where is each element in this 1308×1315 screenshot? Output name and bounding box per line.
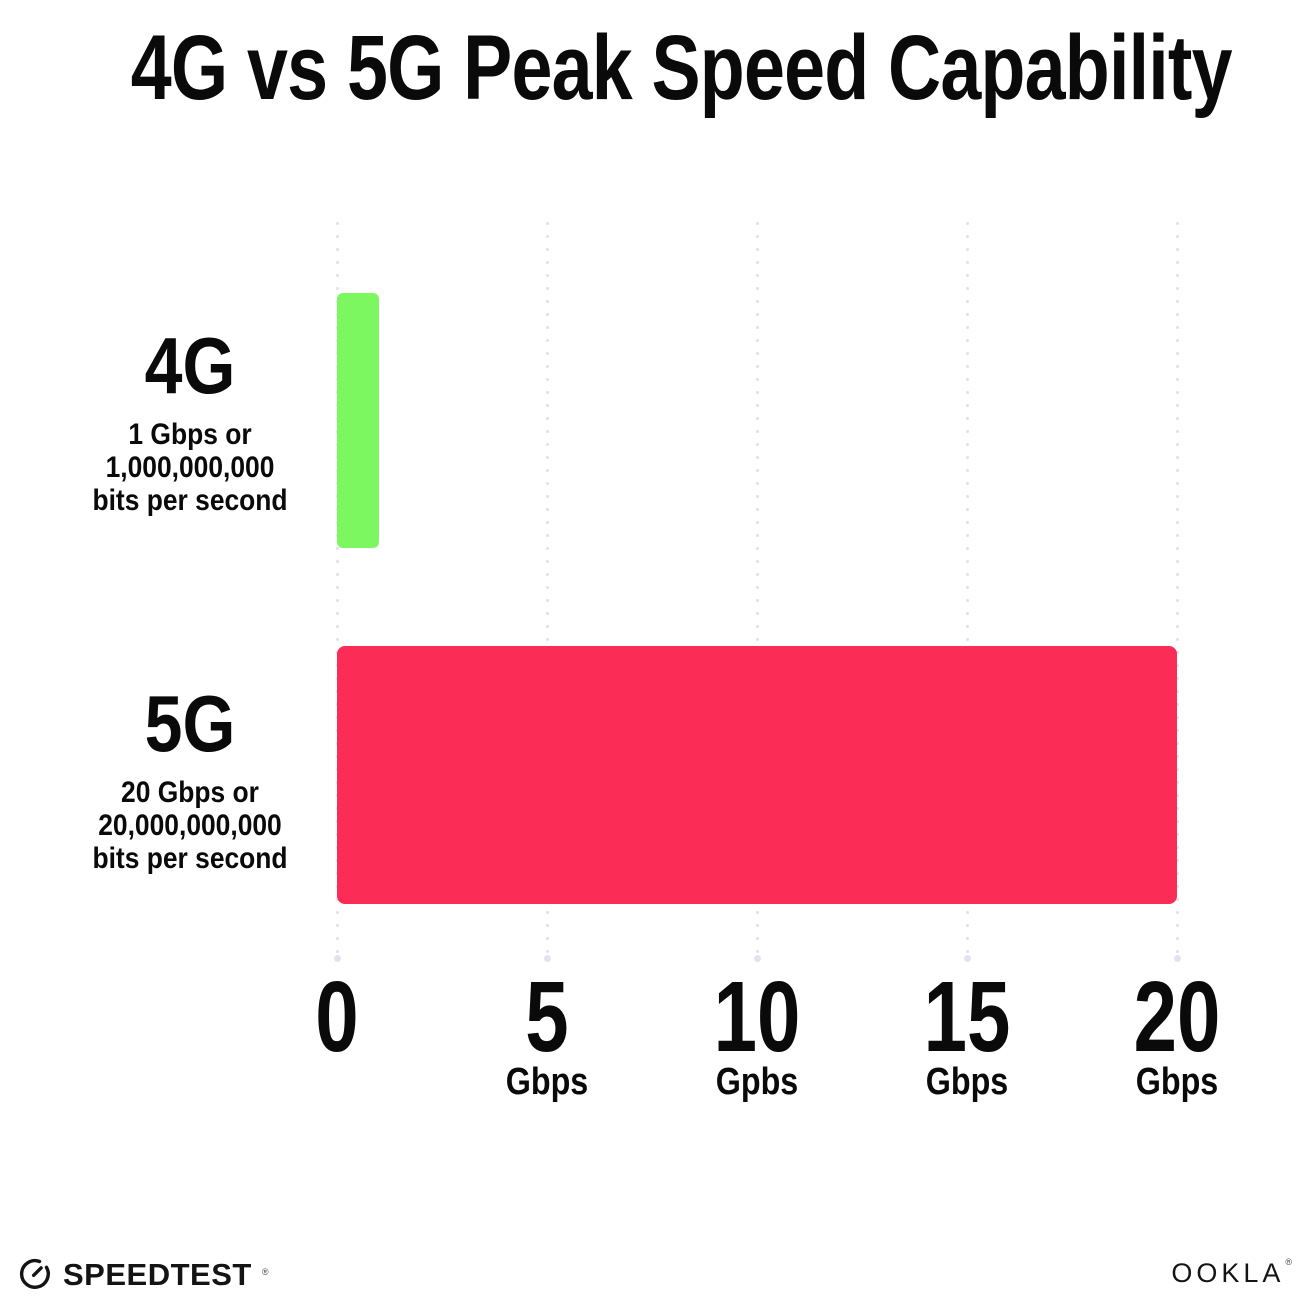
row-label-4g-sublabel: 1 Gbps or 1,000,000,000 bits per second	[92, 418, 288, 517]
x-tick-0-value: 0	[315, 961, 359, 1073]
speedtest-logo: SPEEDTEST ®	[16, 1254, 268, 1294]
row-label-4g-title: 4G	[144, 321, 236, 410]
gridline-20	[1173, 222, 1181, 962]
row-label-5g-title: 5G	[144, 679, 236, 768]
x-tick-5-unit: Gbps	[505, 1061, 589, 1103]
x-tick-15-unit: Gbps	[925, 1061, 1009, 1103]
speedtest-wordmark: SPEEDTEST	[63, 1256, 252, 1292]
x-tick-20: 20 Gbps	[1121, 967, 1232, 1101]
speedtest-trademark: ®	[261, 1266, 269, 1277]
x-tick-15: 15 Gbps	[911, 967, 1022, 1101]
x-tick-15-value: 15	[923, 961, 1011, 1073]
x-tick-5: 5 Gbps	[498, 967, 595, 1101]
gridline-5	[543, 222, 551, 962]
x-axis: 0 5 Gbps 10 Gpbs 15 Gbps 20 Gbps	[315, 967, 1220, 1127]
x-tick-0: 0	[309, 967, 365, 1067]
x-tick-10-unit: Gpbs	[715, 1061, 799, 1103]
ookla-trademark: ®	[1285, 1257, 1292, 1267]
speedtest-gauge-icon	[19, 1258, 50, 1289]
chart-title: 4G vs 5G Peak Speed Capability	[130, 17, 1233, 119]
ookla-logo: OOKLA ®	[1171, 1257, 1292, 1288]
row-label-4g: 4G 1 Gbps or 1,000,000,000 bits per seco…	[30, 321, 350, 518]
x-tick-10: 10 Gpbs	[701, 967, 812, 1101]
plot-area	[333, 222, 1181, 962]
x-tick-20-unit: Gbps	[1135, 1061, 1219, 1103]
x-tick-20-value: 20	[1133, 961, 1221, 1073]
ookla-wordmark: OOKLA	[1171, 1258, 1285, 1288]
row-label-5g: 5G 20 Gbps or 20,000,000,000 bits per se…	[30, 679, 350, 876]
row-label-5g-sublabel: 20 Gbps or 20,000,000,000 bits per secon…	[92, 776, 288, 875]
bar-4g	[337, 293, 379, 548]
bar-5g	[337, 646, 1177, 904]
gridline-10	[753, 222, 761, 962]
x-tick-5-value: 5	[525, 961, 569, 1073]
gridline-0	[333, 222, 341, 962]
x-tick-10-value: 10	[713, 961, 801, 1073]
gridline-15	[963, 222, 971, 962]
